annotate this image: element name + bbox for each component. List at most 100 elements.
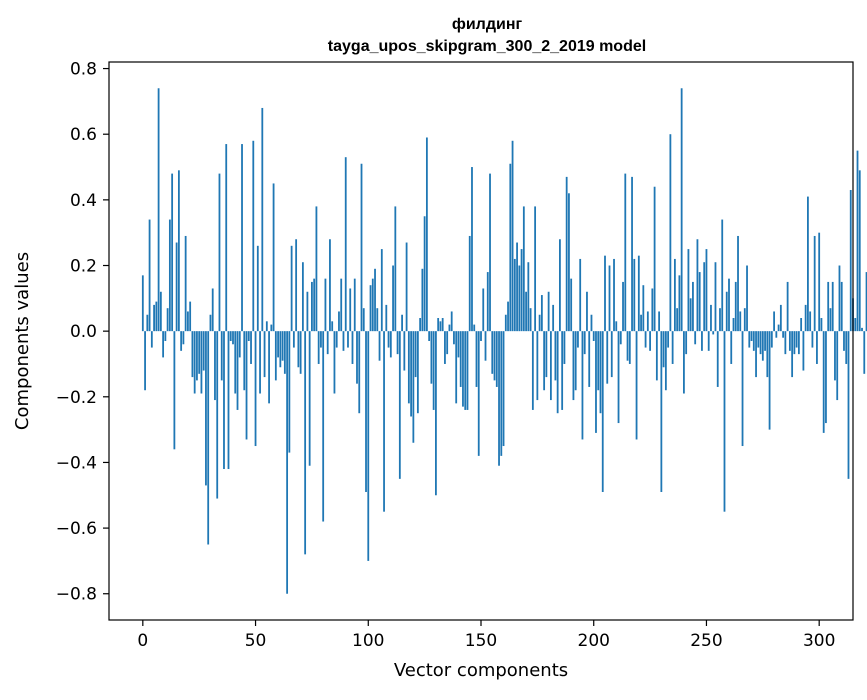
bar [631, 176, 633, 332]
bar [407, 331, 410, 404]
bar [412, 331, 415, 443]
bar [653, 186, 656, 332]
bar [574, 331, 577, 391]
bar [680, 88, 683, 332]
bar [608, 265, 611, 332]
bar [642, 285, 645, 332]
bar [234, 331, 237, 394]
bar [640, 314, 642, 332]
bar [764, 331, 766, 351]
bar [664, 331, 667, 391]
bar [491, 331, 494, 374]
bar [827, 281, 830, 332]
bar [184, 235, 187, 332]
bar [414, 331, 417, 378]
bar [615, 321, 618, 332]
bar [446, 331, 449, 355]
bar [592, 331, 595, 341]
bar [685, 331, 688, 355]
bar [209, 314, 212, 332]
bar [628, 331, 631, 364]
bar [646, 311, 649, 332]
bar [520, 249, 523, 332]
bar [540, 295, 543, 332]
bar [263, 331, 266, 378]
bar [583, 331, 586, 355]
bar [667, 331, 670, 348]
bar [637, 255, 640, 332]
bar [331, 321, 334, 332]
bar [673, 258, 676, 332]
bar [788, 331, 791, 351]
bar [349, 288, 352, 332]
bar [353, 278, 356, 332]
bar [164, 331, 167, 341]
x-tick-label: 150 [465, 631, 497, 651]
bar [651, 288, 654, 332]
bar [728, 278, 730, 332]
bar [187, 311, 189, 332]
bar [351, 331, 354, 364]
bar [376, 308, 379, 332]
bar [599, 331, 602, 414]
bar [836, 331, 839, 401]
bar [746, 265, 748, 332]
bar [338, 311, 340, 332]
bar [549, 331, 552, 401]
bar [193, 331, 196, 394]
bar [268, 331, 270, 404]
bar [335, 331, 338, 348]
bar [734, 281, 737, 332]
bar [250, 331, 252, 364]
bar [834, 331, 836, 381]
bar [712, 331, 715, 335]
bar [148, 219, 151, 332]
bar [396, 331, 399, 355]
bar [547, 291, 550, 332]
bar [597, 331, 600, 391]
bar [322, 331, 325, 522]
bar [577, 331, 579, 348]
bar [227, 331, 230, 470]
bar [306, 291, 309, 332]
bar [705, 249, 708, 332]
bar [468, 235, 471, 332]
bar [752, 331, 755, 351]
y-tick-label: 0.2 [70, 257, 97, 277]
bar [175, 242, 178, 332]
bar [218, 173, 221, 332]
bar [773, 311, 775, 332]
y-axis-label: Components values [12, 252, 33, 430]
bar [389, 331, 392, 358]
x-tick-label: 100 [352, 631, 384, 651]
bar [473, 324, 476, 332]
y-tick-label: 0.6 [70, 125, 97, 145]
bar [207, 331, 210, 545]
bar [317, 331, 320, 364]
bar [858, 170, 861, 332]
bar [419, 318, 422, 332]
bar [692, 281, 694, 332]
bar [849, 190, 852, 332]
bar [360, 163, 363, 332]
bar [831, 281, 834, 332]
bar [159, 291, 162, 332]
bar [793, 331, 796, 355]
bar [243, 331, 246, 391]
bar [232, 331, 234, 345]
bar [813, 235, 816, 332]
bar [495, 331, 498, 387]
bar [229, 331, 232, 341]
bar [265, 321, 268, 332]
bar [741, 331, 744, 447]
bar [563, 331, 566, 364]
bar [761, 331, 764, 361]
bar [791, 331, 794, 378]
bar [768, 331, 771, 430]
bar [477, 331, 480, 456]
bar [861, 327, 863, 332]
bar [759, 331, 762, 355]
bar [525, 291, 527, 332]
bar [511, 140, 514, 332]
bar [435, 331, 437, 496]
